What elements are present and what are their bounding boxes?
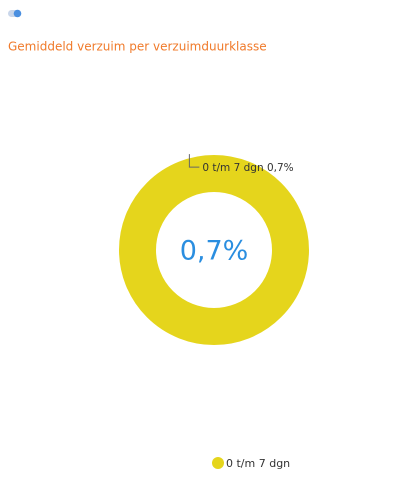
chart-title: Gemiddeld verzuim per verzuimduurklasse [8,40,267,54]
slice-label: 0 t/m 7 dgn 0,7% [202,162,293,174]
slice-label-value: 0,7% [267,162,294,174]
leader-line [188,154,200,168]
center-label: 0,7% [180,236,249,267]
toggle[interactable] [8,9,22,18]
slice-label-category: 0 t/m 7 dgn [202,162,263,174]
legend-swatch [212,457,224,469]
toggle-knob [13,9,22,18]
donut-segment [119,155,309,345]
legend-label: 0 t/m 7 dgn [226,457,290,470]
